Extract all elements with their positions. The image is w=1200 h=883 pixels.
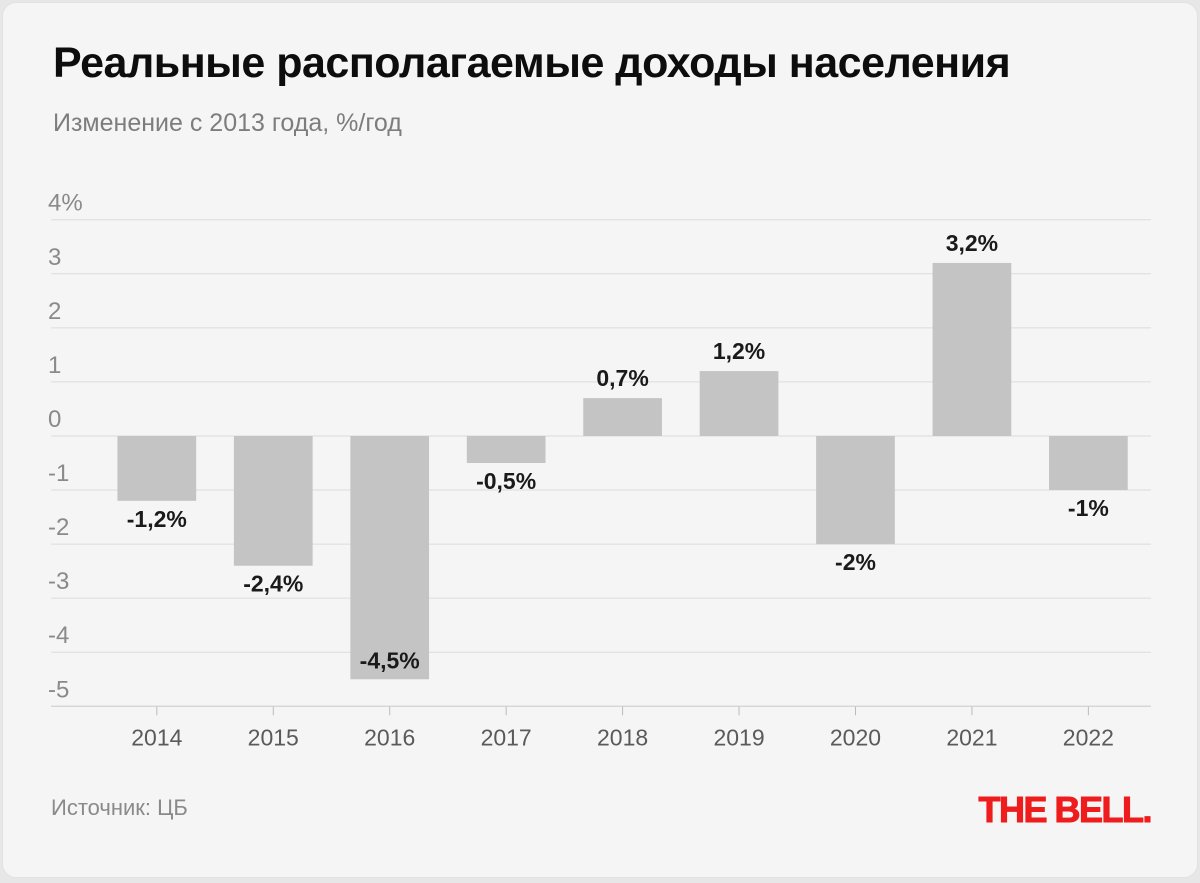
svg-text:-1: -1 [48,460,69,487]
svg-text:-3: -3 [48,568,69,595]
svg-text:2: 2 [48,298,61,325]
svg-text:2019: 2019 [713,724,764,750]
svg-text:1: 1 [48,352,61,379]
svg-text:-0,5%: -0,5% [476,468,536,494]
svg-text:3: 3 [48,244,61,271]
svg-text:-4,5%: -4,5% [360,647,420,673]
svg-text:0: 0 [48,406,61,433]
svg-text:-2,4%: -2,4% [243,571,303,597]
svg-text:2016: 2016 [364,724,415,750]
svg-text:1,2%: 1,2% [713,338,765,364]
svg-text:-2%: -2% [835,549,876,575]
svg-text:2014: 2014 [131,724,182,750]
svg-text:-1,2%: -1,2% [127,506,187,532]
svg-text:-1%: -1% [1068,495,1109,521]
svg-text:2018: 2018 [597,724,648,750]
svg-text:2021: 2021 [946,724,997,750]
svg-text:2022: 2022 [1063,724,1114,750]
svg-text:0,7%: 0,7% [596,365,648,391]
svg-text:2020: 2020 [830,724,881,750]
svg-text:2015: 2015 [248,724,299,750]
svg-text:4%: 4% [48,190,83,217]
svg-text:-4: -4 [48,622,69,649]
svg-text:-2: -2 [48,514,69,541]
svg-text:-5: -5 [48,676,69,703]
svg-text:3,2%: 3,2% [946,230,998,256]
svg-text:2017: 2017 [481,724,532,750]
